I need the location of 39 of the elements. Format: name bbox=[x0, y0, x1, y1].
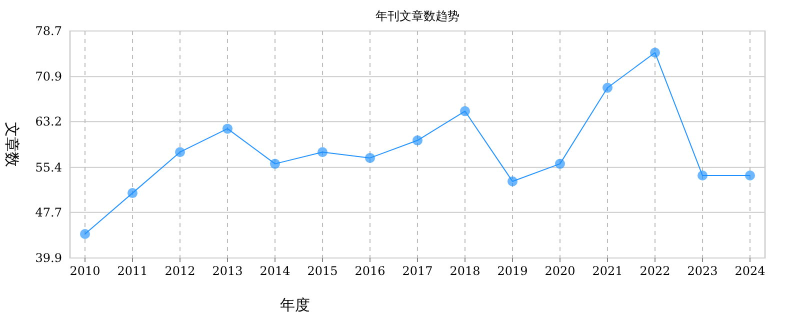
x-axis-title: 年度 bbox=[280, 296, 310, 314]
x-tick-label: 2020 bbox=[544, 264, 576, 278]
point bbox=[365, 152, 375, 163]
point bbox=[460, 106, 470, 116]
point bbox=[745, 170, 755, 181]
x-tick-label: 2013 bbox=[212, 264, 243, 278]
y-tick-label: 70.9 bbox=[35, 70, 62, 84]
y-tick-label: 39.9 bbox=[35, 251, 62, 265]
y-tick-label: 55.4 bbox=[35, 160, 62, 174]
point bbox=[508, 176, 518, 186]
y-tick-label: 47.7 bbox=[35, 205, 62, 220]
x-tick-label: 2021 bbox=[592, 264, 623, 278]
point bbox=[175, 147, 185, 158]
x-tick-label: 2019 bbox=[497, 264, 528, 278]
x-tick-label: 2011 bbox=[117, 264, 148, 278]
y-tick-label: 78.7 bbox=[35, 24, 62, 38]
point bbox=[698, 170, 708, 181]
x-tick-label: 2016 bbox=[354, 264, 386, 278]
x-tick-label: 2012 bbox=[164, 264, 196, 278]
point bbox=[650, 48, 660, 58]
x-tick-label: 2014 bbox=[260, 264, 291, 278]
chart-title: 年刊文章数趋势 bbox=[376, 9, 460, 23]
x-tick-label: 2018 bbox=[450, 264, 480, 278]
point bbox=[555, 158, 565, 169]
x-tick-label: 2010 bbox=[70, 264, 100, 278]
point bbox=[128, 188, 138, 198]
point bbox=[602, 82, 612, 93]
x-tick-label: 2015 bbox=[307, 264, 338, 278]
point bbox=[270, 158, 280, 169]
x-tick-label: 2023 bbox=[687, 264, 718, 278]
x-tick-label: 2024 bbox=[734, 264, 766, 278]
point bbox=[80, 229, 90, 240]
x-tick-label: 2017 bbox=[402, 264, 433, 278]
point bbox=[222, 124, 232, 134]
y-tick-label: 63.2 bbox=[35, 114, 62, 129]
point bbox=[412, 135, 422, 146]
point bbox=[318, 147, 328, 158]
y-axis-title: 文章数 bbox=[3, 122, 21, 167]
x-tick-label: 2022 bbox=[640, 264, 670, 278]
